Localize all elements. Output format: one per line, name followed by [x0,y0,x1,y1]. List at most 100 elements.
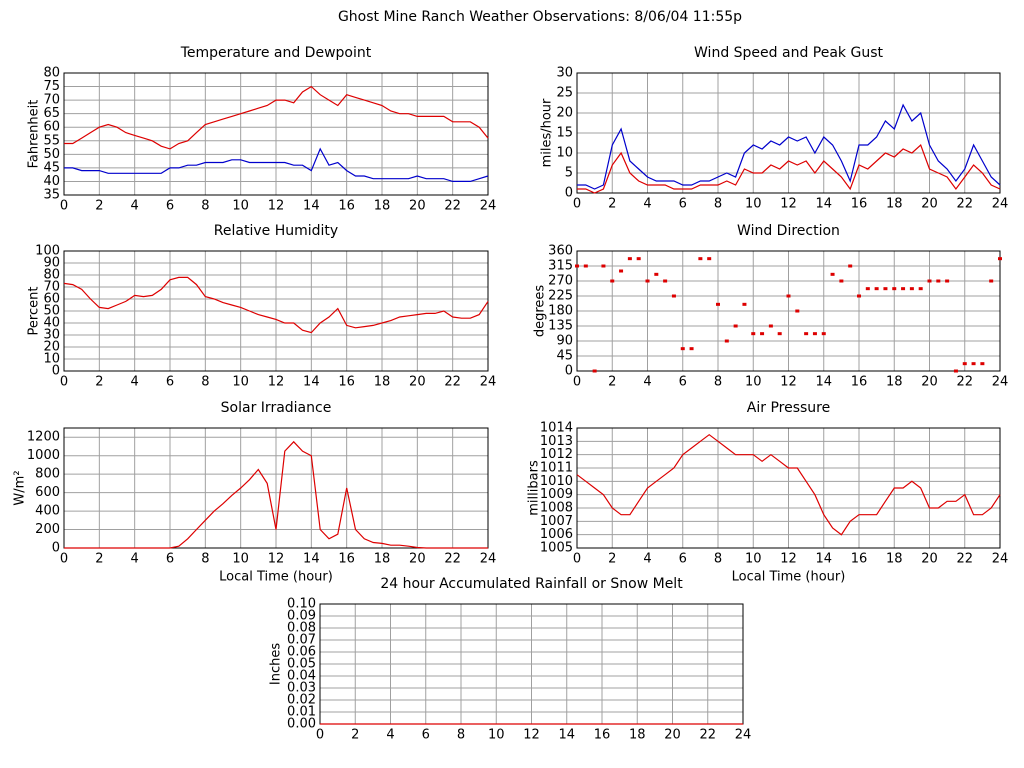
x-tick-label: 12 [780,375,797,390]
y-tick-label: 1010 [540,474,573,489]
chart-title: Wind Speed and Peak Gust [694,45,883,61]
x-tick-label: 14 [558,728,575,743]
x-tick-label: 22 [956,375,973,390]
x-tick-label: 4 [643,375,651,390]
y-tick-label: 50 [43,147,60,162]
y-axis-label: millibars [527,460,542,516]
y-tick-label: 5 [565,166,573,181]
x-tick-label: 18 [629,728,646,743]
x-tick-label: 4 [386,728,394,743]
x-tick-label: 24 [735,728,752,743]
data-point [610,279,615,283]
x-tick-label: 6 [166,199,174,214]
data-point [619,269,624,273]
y-tick-label: 35 [43,188,60,203]
chart-title: Solar Irradiance [221,400,332,416]
y-tick-label: 0.06 [287,645,316,660]
data-point [601,264,606,268]
x-tick-label: 10 [745,197,762,212]
plot-frame [576,250,1001,372]
x-tick-label: 24 [480,552,497,567]
x-tick-label: 22 [699,728,716,743]
y-tick-label: 600 [35,485,60,500]
x-tick-label: 8 [714,375,722,390]
data-point [830,272,835,276]
data-point [971,362,976,366]
y-tick-label: 40 [43,316,60,331]
x-tick-label: 18 [374,375,391,390]
y-tick-label: 10 [43,352,60,367]
y-tick-label: 0.10 [287,597,316,612]
x-tick-label: 24 [992,197,1009,212]
y-tick-label: 0.01 [287,705,316,720]
x-tick-label: 10 [745,552,762,567]
data-point [883,287,888,291]
x-tick-label: 12 [268,199,285,214]
y-tick-label: 100 [35,244,60,259]
x-tick-label: 22 [444,552,461,567]
x-tick-label: 2 [608,375,616,390]
data-point [751,332,756,336]
x-tick-label: 8 [714,197,722,212]
y-tick-label: 270 [548,274,573,289]
data-point [716,302,720,306]
data-point [671,294,676,298]
y-tick-label: 45 [43,160,60,175]
data-line [64,440,488,549]
x-tick-label: 0 [60,199,68,214]
x-tick-label: 12 [523,728,540,743]
y-tick-label: 135 [548,319,573,334]
y-tick-label: 20 [556,106,573,121]
x-tick-label: 10 [488,728,505,743]
data-point [680,347,685,351]
x-tick-label: 2 [351,728,359,743]
x-tick-label: 6 [679,197,687,212]
y-tick-label: 50 [43,304,60,319]
y-tick-label: 180 [548,304,573,319]
y-tick-label: 30 [43,328,60,343]
data-point [592,369,597,373]
x-tick-label: 4 [131,552,139,567]
y-tick-label: 1200 [27,430,60,445]
x-tick-label: 16 [338,199,355,214]
plot-frame [576,72,1001,194]
y-tick-label: 1011 [540,461,573,476]
y-tick-label: 90 [43,256,60,271]
x-tick-label: 4 [643,197,651,212]
y-tick-label: 0.04 [287,669,316,684]
x-tick-label: 4 [643,552,651,567]
data-point [689,347,694,351]
y-axis-label: W/m² [13,470,28,505]
y-tick-label: 200 [35,522,60,537]
y-tick-label: 30 [556,66,573,81]
x-tick-label: 22 [444,199,461,214]
y-tick-label: 0 [52,541,60,556]
x-tick-label: 12 [780,552,797,567]
data-point [724,339,729,343]
data-line [576,433,1001,536]
plot-frame [576,427,1001,549]
data-point [953,369,958,373]
x-tick-label: 20 [921,197,938,212]
y-tick-label: 1007 [540,514,573,529]
data-point [654,272,659,276]
plot-frame [63,250,489,372]
x-tick-label: 10 [232,375,249,390]
data-line [577,143,1001,194]
y-tick-label: 0.09 [287,609,316,624]
chart-title: Temperature and Dewpoint [180,45,372,61]
data-point [839,279,844,283]
y-tick-label: 80 [43,66,60,81]
data-line [63,276,489,334]
x-tick-label: 20 [921,552,938,567]
plot-frame [63,427,489,549]
x-tick-label: 2 [608,197,616,212]
x-tick-label: 12 [268,375,285,390]
y-axis-label: Percent [27,287,42,336]
data-point [927,279,932,283]
y-tick-label: 0 [565,364,573,379]
data-point [636,257,641,261]
x-tick-label: 16 [851,197,868,212]
